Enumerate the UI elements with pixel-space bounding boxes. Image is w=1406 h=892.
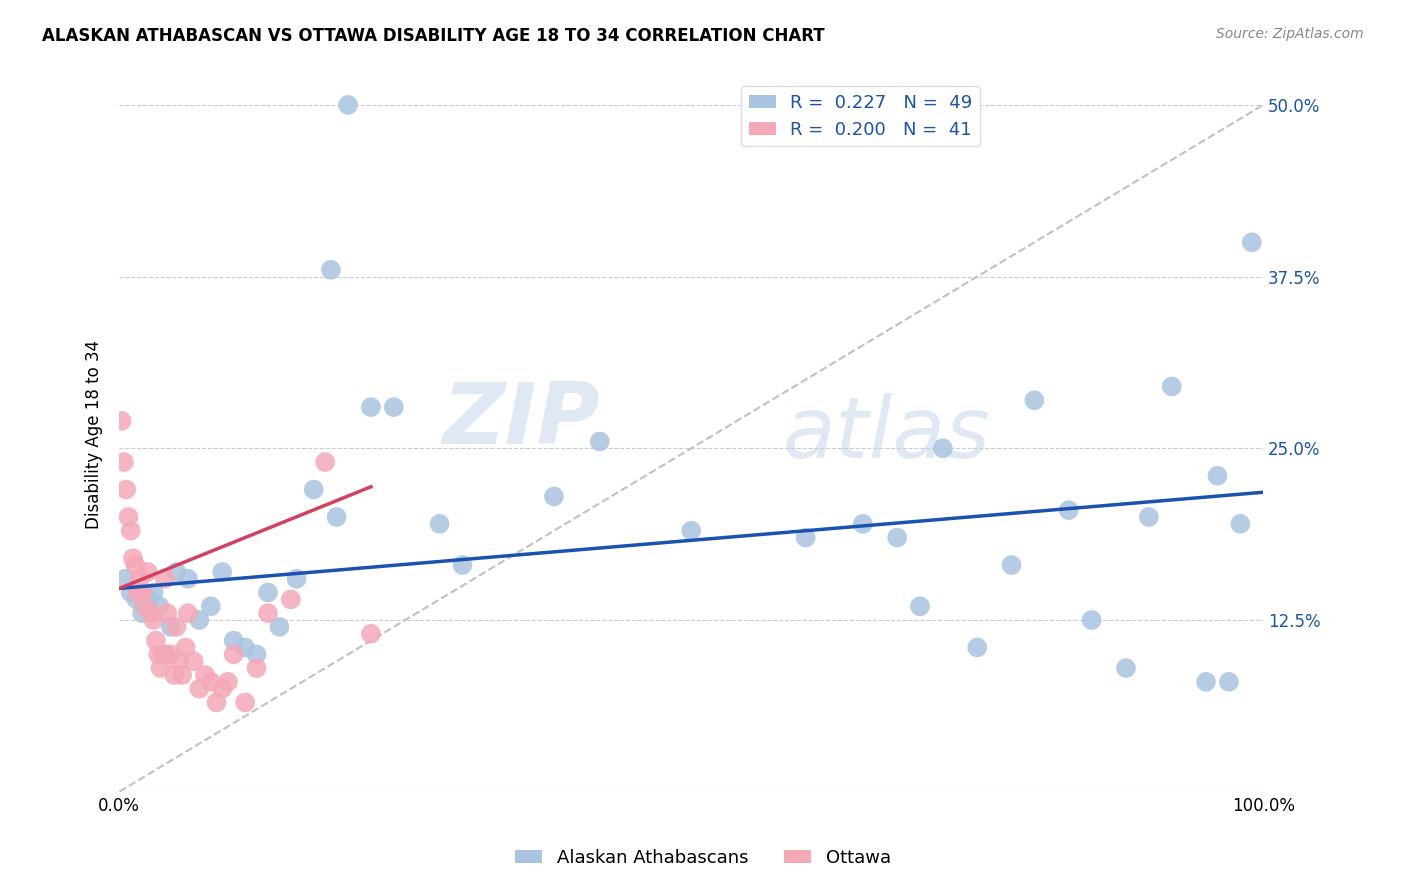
Point bbox=[245, 648, 267, 662]
Point bbox=[112, 455, 135, 469]
Point bbox=[125, 592, 148, 607]
Point bbox=[1206, 468, 1229, 483]
Point bbox=[908, 599, 931, 614]
Point bbox=[852, 516, 875, 531]
Point bbox=[131, 606, 153, 620]
Point bbox=[257, 585, 280, 599]
Point bbox=[166, 565, 188, 579]
Point bbox=[382, 400, 405, 414]
Point bbox=[1080, 613, 1102, 627]
Point bbox=[886, 531, 908, 545]
Point bbox=[1057, 503, 1080, 517]
Point bbox=[257, 606, 280, 620]
Point bbox=[681, 524, 703, 538]
Point bbox=[114, 572, 136, 586]
Point bbox=[200, 674, 222, 689]
Point bbox=[145, 633, 167, 648]
Point bbox=[183, 654, 205, 668]
Point bbox=[152, 648, 174, 662]
Point bbox=[188, 681, 211, 696]
Text: Source: ZipAtlas.com: Source: ZipAtlas.com bbox=[1216, 27, 1364, 41]
Point bbox=[222, 648, 245, 662]
Point bbox=[146, 648, 169, 662]
Point bbox=[163, 668, 186, 682]
Point bbox=[269, 620, 291, 634]
Point bbox=[1160, 379, 1182, 393]
Point bbox=[319, 262, 342, 277]
Point bbox=[211, 681, 233, 696]
Point bbox=[932, 442, 955, 456]
Point bbox=[302, 483, 325, 497]
Point bbox=[211, 565, 233, 579]
Point bbox=[360, 626, 382, 640]
Point bbox=[159, 620, 181, 634]
Point bbox=[177, 606, 200, 620]
Point bbox=[794, 531, 817, 545]
Point bbox=[117, 510, 139, 524]
Point bbox=[124, 558, 146, 572]
Point bbox=[589, 434, 612, 449]
Legend: Alaskan Athabascans, Ottawa: Alaskan Athabascans, Ottawa bbox=[508, 842, 898, 874]
Text: ZIP: ZIP bbox=[441, 379, 600, 462]
Point bbox=[200, 599, 222, 614]
Point bbox=[136, 565, 159, 579]
Point bbox=[1218, 674, 1240, 689]
Point bbox=[233, 640, 256, 655]
Point bbox=[127, 585, 149, 599]
Point bbox=[245, 661, 267, 675]
Point bbox=[1229, 516, 1251, 531]
Point bbox=[153, 648, 176, 662]
Point bbox=[194, 668, 217, 682]
Point bbox=[149, 661, 172, 675]
Point bbox=[120, 585, 142, 599]
Point bbox=[222, 633, 245, 648]
Point bbox=[177, 572, 200, 586]
Point bbox=[136, 592, 159, 607]
Point bbox=[122, 551, 145, 566]
Point bbox=[128, 572, 150, 586]
Point bbox=[166, 620, 188, 634]
Point bbox=[156, 606, 179, 620]
Point bbox=[280, 592, 302, 607]
Point bbox=[1115, 661, 1137, 675]
Point bbox=[285, 572, 308, 586]
Point bbox=[141, 606, 163, 620]
Point bbox=[1137, 510, 1160, 524]
Point bbox=[1000, 558, 1022, 572]
Point bbox=[217, 674, 239, 689]
Point bbox=[1024, 393, 1046, 408]
Point bbox=[543, 489, 565, 503]
Point bbox=[429, 516, 451, 531]
Point bbox=[451, 558, 474, 572]
Point bbox=[966, 640, 988, 655]
Text: ALASKAN ATHABASCAN VS OTTAWA DISABILITY AGE 18 TO 34 CORRELATION CHART: ALASKAN ATHABASCAN VS OTTAWA DISABILITY … bbox=[42, 27, 825, 45]
Point bbox=[1240, 235, 1263, 250]
Point bbox=[314, 455, 336, 469]
Y-axis label: Disability Age 18 to 34: Disability Age 18 to 34 bbox=[86, 340, 103, 529]
Point bbox=[337, 98, 360, 112]
Point bbox=[142, 613, 165, 627]
Point bbox=[188, 613, 211, 627]
Point bbox=[115, 483, 138, 497]
Point bbox=[172, 668, 194, 682]
Point bbox=[174, 640, 197, 655]
Point bbox=[110, 414, 132, 428]
Point bbox=[131, 585, 153, 599]
Point bbox=[142, 585, 165, 599]
Legend: R =  0.227   N =  49, R =  0.200   N =  41: R = 0.227 N = 49, R = 0.200 N = 41 bbox=[741, 87, 980, 146]
Point bbox=[205, 695, 228, 709]
Point bbox=[325, 510, 347, 524]
Point bbox=[167, 654, 190, 668]
Point bbox=[134, 599, 156, 614]
Point bbox=[1195, 674, 1218, 689]
Text: atlas: atlas bbox=[783, 393, 991, 476]
Point bbox=[148, 599, 170, 614]
Point bbox=[153, 572, 176, 586]
Point bbox=[233, 695, 256, 709]
Point bbox=[120, 524, 142, 538]
Point bbox=[360, 400, 382, 414]
Point bbox=[159, 648, 181, 662]
